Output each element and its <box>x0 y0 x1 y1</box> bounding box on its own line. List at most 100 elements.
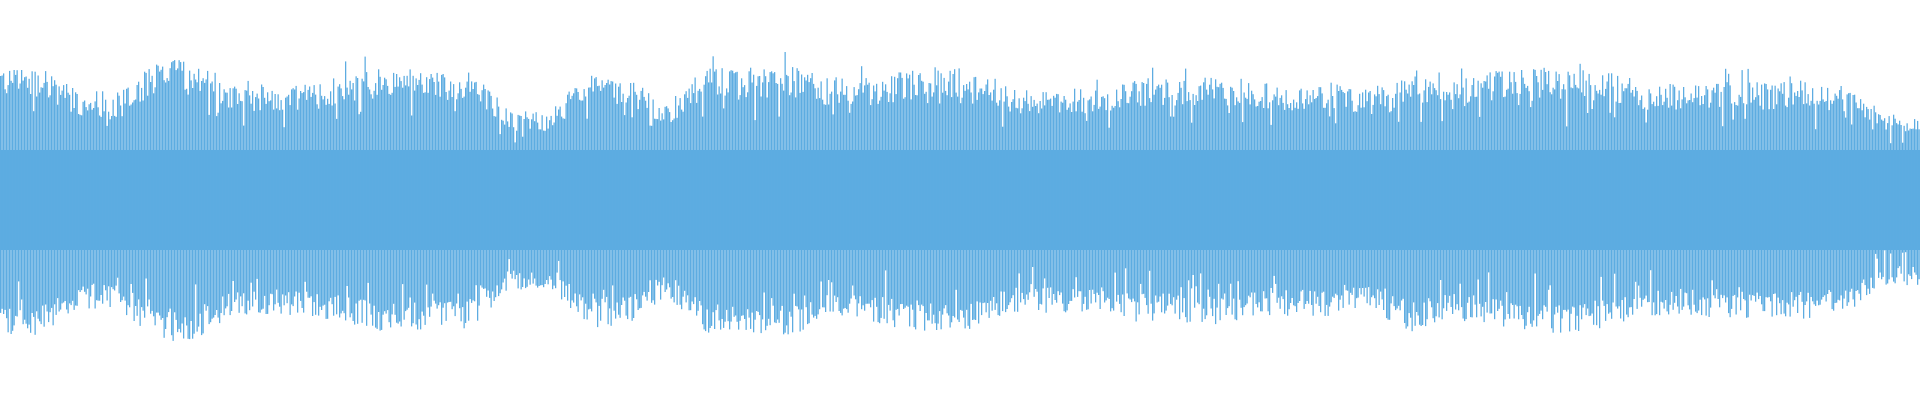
waveform-sample-bar <box>25 76 27 324</box>
waveform-sample-bar <box>1644 107 1646 299</box>
waveform-sample-bar <box>1414 76 1416 326</box>
waveform-sample-bar <box>240 100 242 297</box>
waveform-sample-bar <box>1128 103 1130 299</box>
waveform-sample-bar <box>993 89 995 297</box>
waveform-sample-bar <box>823 104 825 308</box>
waveform-sample-bar <box>1564 89 1566 310</box>
waveform-sample-bar <box>547 128 549 285</box>
waveform-sample-bar <box>1138 91 1140 315</box>
waveform-sample-bar <box>535 112 537 286</box>
waveform-sample-bar <box>306 99 308 292</box>
waveform-sample-bar <box>1429 81 1431 302</box>
waveform-sample-bar <box>811 73 813 315</box>
waveform-sample-bar <box>219 83 221 324</box>
waveform-sample-bar <box>366 72 368 326</box>
waveform-sample-bar <box>1431 94 1433 308</box>
waveform-sample-bar <box>1417 94 1419 316</box>
waveform-sample-bar <box>1132 82 1134 299</box>
waveform-sample-bar <box>435 94 437 304</box>
waveform-sample-bar <box>1050 98 1052 288</box>
waveform-sample-bar <box>886 91 888 324</box>
waveform-sample-bar <box>526 117 528 287</box>
waveform-sample-bar <box>541 115 543 286</box>
waveform-sample-bar <box>760 96 762 334</box>
waveform-sample-bar <box>600 90 602 321</box>
waveform-sample-bar <box>1797 91 1799 313</box>
waveform-sample-bar <box>745 97 747 330</box>
waveform-sample-bar <box>576 88 578 307</box>
waveform-sample-bar <box>1033 99 1035 297</box>
waveform-sample-bar <box>1554 89 1556 315</box>
waveform-sample-bar <box>766 97 768 326</box>
waveform-sample-bar <box>1576 87 1578 316</box>
waveform-sample-bar <box>1281 95 1283 297</box>
waveform-sample-bar <box>43 82 45 327</box>
waveform-sample-bar <box>591 75 593 312</box>
waveform-sample-bar <box>1191 122 1193 289</box>
waveform-sample-bar <box>237 104 239 293</box>
waveform-sample-bar <box>1356 111 1358 299</box>
waveform-sample-bar <box>1780 83 1782 315</box>
waveform-sample-bar <box>138 81 140 300</box>
waveform-sample-bar <box>69 94 71 304</box>
waveform-sample-bar <box>1401 80 1403 301</box>
waveform-sample-bar <box>1158 84 1160 302</box>
waveform-sample-bar <box>1167 82 1169 306</box>
waveform-sample-bar <box>1051 105 1053 305</box>
waveform-sample-bar <box>145 72 147 279</box>
waveform-sample-bar <box>1045 92 1047 313</box>
waveform-sample-bar <box>1003 101 1005 292</box>
waveform-sample-bar <box>1194 105 1196 308</box>
waveform-sample-bar <box>631 117 633 321</box>
waveform-sample-bar <box>994 78 996 310</box>
waveform-sample-bar <box>1396 82 1398 309</box>
waveform-sample-bar <box>1648 89 1650 302</box>
waveform-sample-bar <box>1638 105 1640 286</box>
waveform-sample-bar <box>433 82 435 301</box>
waveform-sample-bar <box>1582 70 1584 308</box>
waveform-sample-bar <box>871 99 873 301</box>
waveform-sample-bar <box>1300 88 1302 292</box>
waveform-sample-bar <box>1738 94 1740 288</box>
waveform-sample-bar <box>456 99 458 304</box>
waveform-sample-bar <box>1065 99 1067 313</box>
waveform-sample-bar <box>30 94 32 333</box>
waveform-sample-bar <box>333 78 335 316</box>
waveform-sample-bar <box>1482 87 1484 307</box>
waveform-sample-bar <box>1380 104 1382 292</box>
waveform-sample-bar <box>1174 105 1176 314</box>
waveform-sample-bar <box>238 93 240 313</box>
waveform-sample-bar <box>1311 102 1313 305</box>
waveform-sample-bar <box>315 94 317 315</box>
waveform-sample-bar <box>340 88 342 314</box>
waveform-sample-bar <box>1798 97 1800 295</box>
waveform-sample-bar <box>865 78 867 304</box>
waveform-sample-bar <box>903 98 905 309</box>
waveform-sample-bar <box>1057 94 1059 292</box>
waveform-sample-bar <box>123 89 125 297</box>
waveform-sample-bar <box>1264 83 1266 299</box>
waveform-sample-bar <box>1804 82 1806 305</box>
waveform-sample-bar <box>970 92 972 304</box>
waveform-sample-bar <box>1686 103 1688 294</box>
waveform-sample-bar <box>621 102 623 305</box>
waveform-sample-bar <box>1242 122 1244 316</box>
waveform-sample-bar <box>909 74 911 327</box>
waveform-sample-bar <box>1339 86 1341 300</box>
waveform-sample-bar <box>1791 83 1793 293</box>
waveform-sample-bar <box>1687 100 1689 306</box>
waveform-sample-bar <box>1828 110 1830 290</box>
waveform-sample-bar <box>1500 76 1502 301</box>
waveform-sample-bar <box>1558 74 1560 306</box>
waveform-sample-bar <box>1716 83 1718 290</box>
waveform-sample-bar <box>1251 90 1253 293</box>
waveform-sample-bar <box>1038 113 1040 310</box>
waveform-sample-bar <box>1479 116 1481 304</box>
waveform-sample-bar <box>1291 110 1293 298</box>
waveform-sample-bar <box>901 77 903 305</box>
waveform-sample-bar <box>339 84 341 318</box>
waveform-sample-bar <box>106 125 108 301</box>
waveform-sample-bar <box>1605 88 1607 321</box>
waveform-sample-bar <box>127 87 129 306</box>
waveform-sample-bar <box>550 115 552 280</box>
